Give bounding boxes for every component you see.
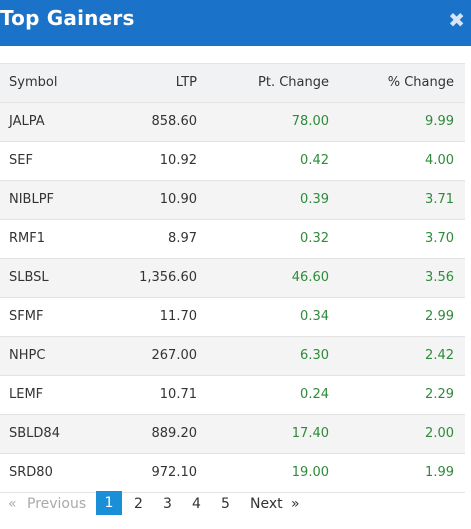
row-ltp: 10.90 — [159, 192, 197, 207]
row-pct-change: 9.99 — [425, 114, 454, 129]
row-symbol[interactable]: NIBLPF — [9, 192, 55, 207]
page-2-link[interactable]: 2 — [134, 496, 143, 512]
column-header-pct-change[interactable]: % Change — [387, 75, 454, 90]
row-ltp: 972.10 — [151, 465, 198, 480]
table-row[interactable]: NHPC 267.00 6.30 2.42 — [0, 337, 465, 376]
table-row[interactable]: SRD80 972.10 19.00 1.99 — [0, 454, 465, 493]
row-pct-change: 2.00 — [425, 426, 454, 441]
row-ltp: 10.71 — [159, 387, 197, 402]
row-pt-change: 0.34 — [300, 309, 329, 324]
row-symbol[interactable]: NHPC — [9, 348, 46, 363]
row-pct-change: 3.70 — [425, 231, 454, 246]
row-ltp: 267.00 — [151, 348, 198, 363]
row-symbol[interactable]: LEMF — [9, 387, 44, 402]
row-ltp: 1,356.60 — [139, 270, 197, 285]
row-pct-change: 2.99 — [425, 309, 454, 324]
row-pct-change: 2.42 — [425, 348, 454, 363]
row-pt-change: 0.24 — [300, 387, 329, 402]
row-pct-change: 4.00 — [425, 153, 454, 168]
page-3-link[interactable]: 3 — [163, 496, 172, 512]
column-header-symbol[interactable]: Symbol — [9, 75, 58, 90]
table-row[interactable]: RMF1 8.97 0.32 3.70 — [0, 220, 465, 259]
row-pt-change: 6.30 — [300, 348, 329, 363]
next-arrow[interactable]: » — [291, 496, 300, 512]
row-ltp: 858.60 — [151, 114, 198, 129]
row-pt-change: 46.60 — [291, 270, 329, 285]
table-row[interactable]: JALPA 858.60 78.00 9.99 — [0, 103, 465, 142]
row-ltp: 11.70 — [159, 309, 197, 324]
row-ltp: 889.20 — [151, 426, 198, 441]
table-row[interactable]: SLBSL 1,356.60 46.60 3.56 — [0, 259, 465, 298]
table-row[interactable]: SFMF 11.70 0.34 2.99 — [0, 298, 465, 337]
row-pct-change: 1.99 — [425, 465, 454, 480]
row-pt-change: 0.42 — [300, 153, 329, 168]
row-pt-change: 0.32 — [300, 231, 329, 246]
table-header: Symbol LTP Pt. Change % Change — [0, 63, 465, 103]
column-header-pt-change[interactable]: Pt. Change — [258, 75, 329, 90]
row-symbol[interactable]: SRD80 — [9, 465, 53, 480]
page-1-link[interactable]: 1 — [96, 491, 122, 515]
row-symbol[interactable]: SBLD84 — [9, 426, 60, 441]
row-ltp: 10.92 — [159, 153, 197, 168]
modal-header: Top Gainers ✖ — [0, 0, 471, 46]
table-row[interactable]: NIBLPF 10.90 0.39 3.71 — [0, 181, 465, 220]
row-ltp: 8.97 — [168, 231, 197, 246]
row-symbol[interactable]: SLBSL — [9, 270, 49, 285]
row-pt-change: 17.40 — [291, 426, 329, 441]
row-symbol[interactable]: SFMF — [9, 309, 44, 324]
row-pt-change: 19.00 — [291, 465, 329, 480]
row-symbol[interactable]: SEF — [9, 153, 33, 168]
row-symbol[interactable]: RMF1 — [9, 231, 45, 246]
row-pct-change: 3.71 — [425, 192, 454, 207]
table-row[interactable]: LEMF 10.71 0.24 2.29 — [0, 376, 465, 415]
row-pct-change: 3.56 — [425, 270, 454, 285]
previous-link: Previous — [27, 496, 87, 512]
row-pt-change: 78.00 — [291, 114, 329, 129]
row-pt-change: 0.39 — [300, 192, 329, 207]
page-5-link[interactable]: 5 — [221, 496, 230, 512]
gainers-table: Symbol LTP Pt. Change % Change JALPA 858.… — [0, 63, 465, 493]
table-row[interactable]: SEF 10.92 0.42 4.00 — [0, 142, 465, 181]
table-row[interactable]: SBLD84 889.20 17.40 2.00 — [0, 415, 465, 454]
row-pct-change: 2.29 — [425, 387, 454, 402]
column-header-ltp[interactable]: LTP — [175, 75, 197, 90]
modal-title: Top Gainers — [0, 6, 135, 30]
page-4-link[interactable]: 4 — [192, 496, 201, 512]
pagination: « Previous 1 2 3 4 5 Next » — [0, 490, 471, 520]
close-icon[interactable]: ✖ — [448, 8, 465, 32]
row-symbol[interactable]: JALPA — [9, 114, 45, 129]
previous-arrow: « — [8, 496, 17, 512]
next-link[interactable]: Next — [250, 496, 283, 512]
